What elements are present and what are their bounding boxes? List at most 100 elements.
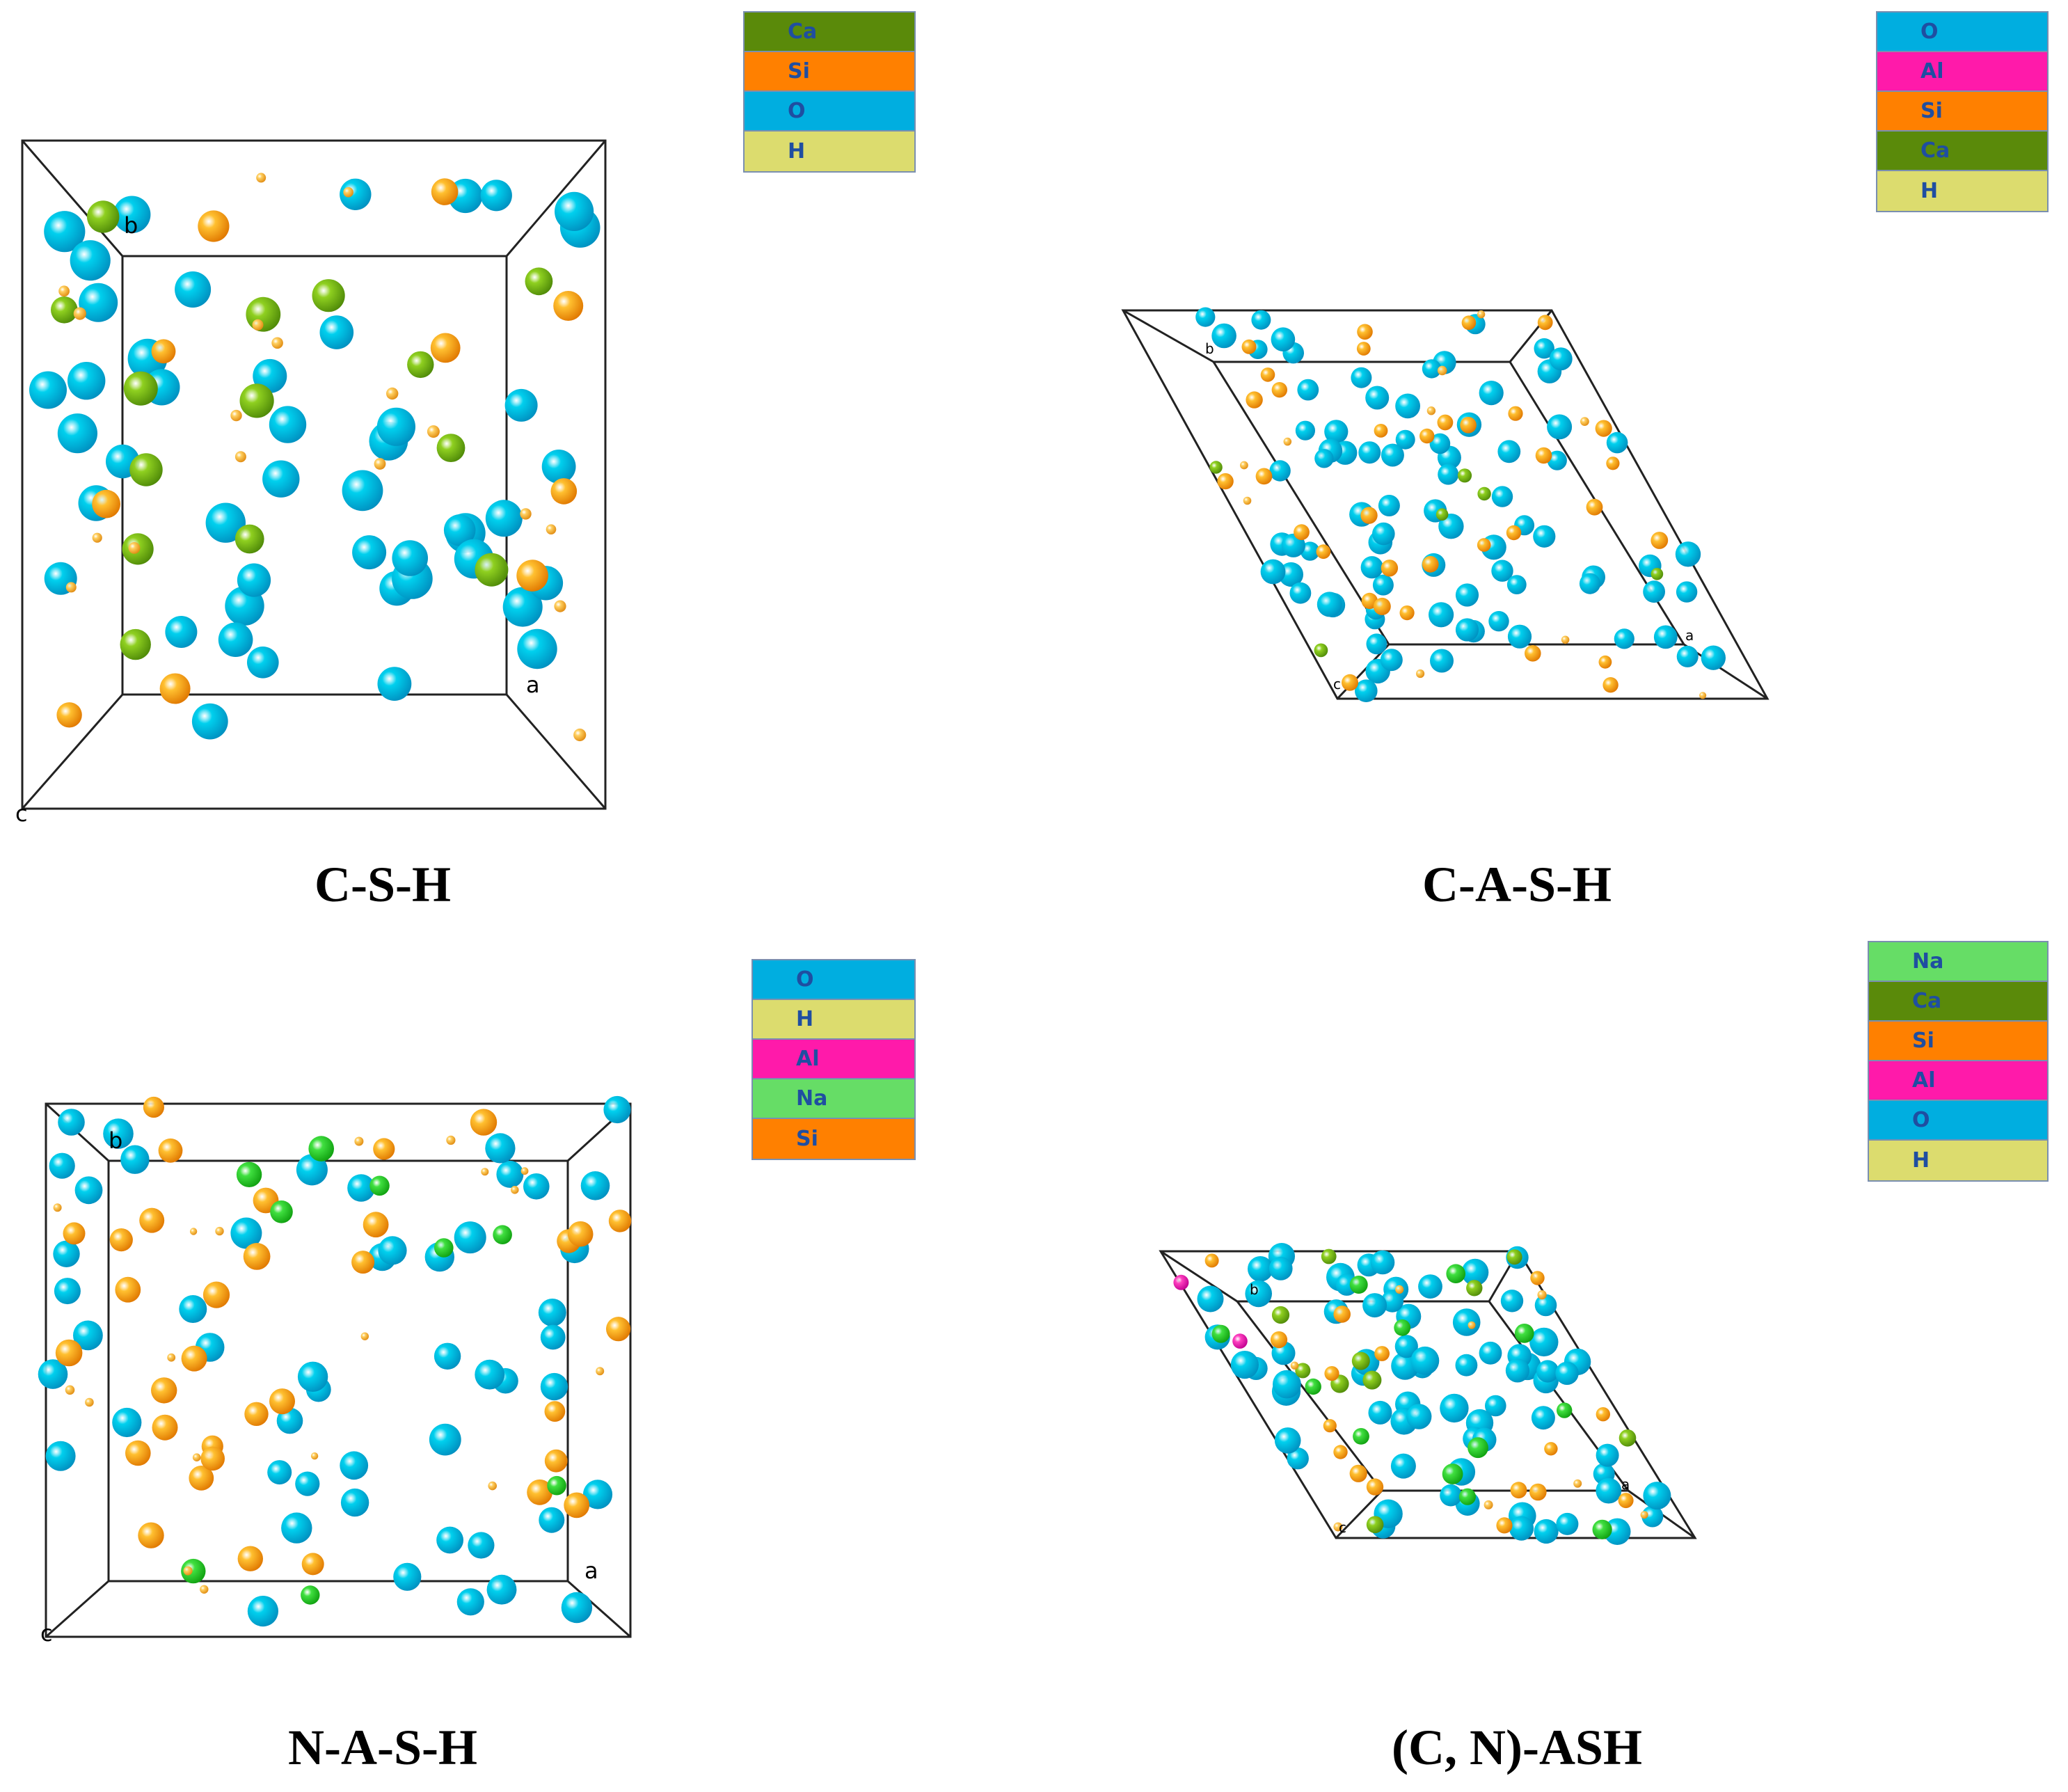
atom-o — [475, 1359, 505, 1390]
atom-si — [139, 1207, 165, 1233]
atom-h — [252, 319, 264, 331]
atom-si — [109, 1228, 133, 1252]
atom-h — [1477, 310, 1486, 319]
atom-o — [1230, 1351, 1259, 1379]
atom-h — [1699, 692, 1707, 699]
atom-na — [547, 1475, 566, 1496]
atom-ca — [1435, 508, 1449, 521]
atom-h — [1468, 1321, 1476, 1329]
atom-h — [85, 1397, 94, 1407]
atom-o — [342, 470, 383, 512]
atom-si — [55, 1339, 83, 1367]
legend-item-ca: Ca — [745, 13, 914, 52]
legend-item-si: Si — [1877, 92, 2047, 132]
atom-si — [1537, 315, 1553, 331]
atom-o — [79, 283, 118, 322]
atom-o — [73, 1320, 103, 1351]
atom-h — [256, 173, 267, 183]
legend-item-na: Na — [753, 1079, 914, 1119]
atom-o — [429, 1423, 461, 1456]
atom-na — [1592, 1519, 1612, 1539]
atom-h — [234, 451, 246, 463]
atom-h — [215, 1226, 224, 1236]
atom-na — [1514, 1324, 1534, 1343]
atom-si — [56, 702, 82, 728]
atom-o — [1295, 420, 1315, 441]
atom-o — [540, 1372, 568, 1401]
atom-o — [1440, 1393, 1469, 1423]
atom-o — [1381, 443, 1404, 467]
atom-si — [1246, 391, 1263, 409]
atom-o — [1488, 611, 1509, 632]
atom-ca — [1314, 643, 1328, 658]
atom-h — [596, 1367, 605, 1376]
atom-al — [1232, 1333, 1248, 1349]
atom-o — [1491, 486, 1513, 507]
atom-si — [373, 1138, 395, 1160]
atom-o — [1534, 1519, 1559, 1544]
atom-h — [1437, 365, 1447, 376]
atom-si — [1596, 1407, 1610, 1422]
atom-si — [1360, 507, 1378, 524]
atom-si — [1374, 424, 1388, 438]
atom-si — [470, 1109, 498, 1136]
atom-o — [237, 563, 271, 597]
atom-si — [1496, 1517, 1513, 1534]
atom-o — [504, 388, 538, 422]
atom-na — [369, 1175, 390, 1196]
atom-si — [1595, 420, 1612, 437]
atom-si — [1204, 1253, 1219, 1268]
atom-si — [527, 1479, 552, 1505]
atom-ca — [1209, 461, 1223, 474]
atom-h — [58, 285, 70, 297]
atom-si — [243, 1243, 271, 1270]
atom-si — [1270, 1331, 1288, 1349]
atom-ca — [1295, 1363, 1311, 1379]
atom-h — [1573, 1479, 1582, 1488]
atom-o — [486, 1574, 517, 1605]
atom-ca — [123, 371, 158, 406]
caption-cnash: (C, N)-ASH — [1392, 1720, 1642, 1775]
axis-label-c: c — [1339, 1519, 1346, 1536]
atom-o — [1355, 679, 1378, 702]
atom-o — [1368, 1400, 1392, 1425]
atom-si — [1366, 1478, 1384, 1496]
atom-h — [1416, 669, 1425, 679]
atom-o — [112, 1407, 142, 1438]
atom-o — [1536, 1360, 1559, 1383]
legend-item-o: O — [1877, 13, 2047, 52]
caption-cash: C-A-S-H — [1422, 857, 1612, 912]
atom-h — [167, 1353, 176, 1362]
atom-ca — [1362, 1370, 1382, 1390]
atom-si — [200, 1446, 225, 1471]
atom-al — [1173, 1274, 1189, 1290]
atom-ca — [525, 267, 553, 296]
atom-o — [1406, 1404, 1432, 1429]
atom-o — [1531, 1406, 1555, 1430]
atom-o — [1497, 440, 1521, 463]
axis-label-b: b — [1250, 1281, 1259, 1298]
atom-na — [434, 1238, 454, 1258]
atom-h — [520, 1167, 529, 1175]
atom-h — [1283, 437, 1292, 446]
legend-cash: O Al Si Ca H — [1876, 11, 2049, 212]
atom-o — [434, 1342, 461, 1370]
atom-si — [1606, 457, 1620, 470]
atom-o — [247, 1596, 278, 1627]
atom-o — [1287, 1448, 1309, 1470]
atom-o — [347, 1174, 375, 1202]
atom-o — [53, 1240, 80, 1267]
atom-h — [481, 1168, 489, 1176]
atom-si — [363, 1212, 389, 1238]
atom-si — [1342, 674, 1358, 691]
atom-ca — [1321, 1248, 1337, 1264]
atom-si — [1255, 468, 1273, 485]
atom-o — [1370, 1250, 1395, 1275]
atom-h — [511, 1186, 519, 1194]
atom-h — [73, 307, 86, 320]
atom-si — [1357, 324, 1373, 340]
atom-o — [74, 1176, 103, 1205]
atom-na — [270, 1200, 293, 1223]
atom-si — [1323, 1419, 1337, 1433]
atom-o — [120, 1145, 150, 1174]
